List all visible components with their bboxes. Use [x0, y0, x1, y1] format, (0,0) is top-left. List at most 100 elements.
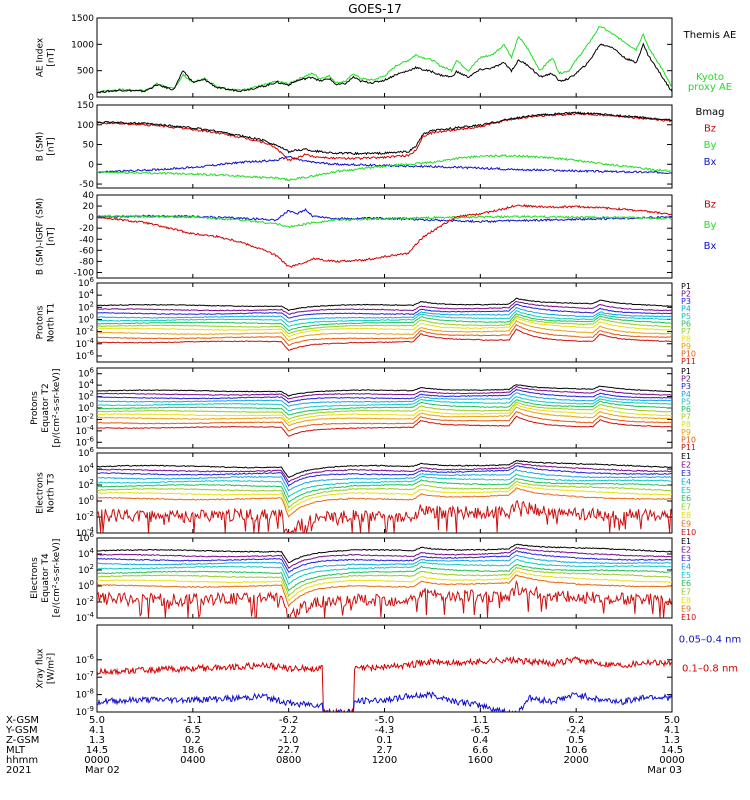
ylabel-pn-0: Protons	[36, 305, 46, 339]
xaxis-row-label-4: hhmm	[6, 755, 38, 766]
channel-line-pe-P3	[97, 388, 672, 404]
xaxis-value-4-0: 1.1	[472, 715, 488, 726]
legend-bigrf-1-0: By	[704, 220, 717, 231]
channel-label-pn-P11: P11	[681, 357, 696, 366]
ytick-label-pe-1: 10-4	[76, 424, 95, 437]
channel-label-ee-E3: E3	[681, 554, 691, 563]
panel-pn	[96, 282, 673, 363]
xaxis-value-6-5: Mar 03	[647, 765, 682, 776]
ytick-label-pe-4: 102	[78, 390, 94, 403]
panel-frame-bsm	[96, 104, 673, 189]
ytick-label-en-1: 10-2	[76, 510, 94, 523]
xaxis-value-5-1: -2.4	[566, 725, 586, 736]
channel-label-en-E4: E4	[681, 477, 691, 486]
xaxis-row-label-0: X-GSM	[6, 715, 39, 726]
channel-label-pn-P6: P6	[681, 320, 691, 329]
channel-line-en-E10	[97, 500, 672, 533]
series-line-ae-1	[97, 42, 672, 94]
channel-label-en-E8: E8	[681, 511, 691, 520]
panel-bsm	[96, 104, 673, 189]
ytick-label-bigrf-1: -80	[79, 257, 94, 267]
xaxis-value-3-3: 2.7	[377, 745, 393, 756]
channel-line-pn-P10	[97, 324, 672, 347]
xaxis-value-0-3: 14.5	[86, 745, 108, 756]
channel-label-pe-P10: P10	[681, 435, 696, 444]
channel-line-en-E8	[97, 484, 672, 513]
xaxis-value-6-3: 14.5	[661, 745, 683, 756]
ylabel-ee-1: Equator T4	[41, 553, 51, 603]
xaxis-value-2-1: 2.2	[281, 725, 297, 736]
ytick-label-bigrf-4: -20	[79, 224, 94, 234]
channel-line-pn-P5	[97, 310, 672, 327]
ytick-label-en-2: 100	[78, 494, 94, 507]
ytick-label-bsm-4: 150	[77, 101, 94, 111]
xaxis-value-2-4: 0800	[276, 755, 301, 766]
channel-line-en-E5	[97, 473, 672, 498]
series-line-ae-0	[97, 26, 672, 93]
ytick-label-en-3: 102	[78, 478, 94, 491]
series-line-bsm-3	[97, 111, 672, 156]
ytick-label-en-5: 106	[78, 446, 94, 459]
ytick-label-ee-0: 10-4	[76, 611, 95, 624]
xaxis-value-5-2: 0.5	[568, 735, 584, 746]
ytick-label-pn-5: 104	[78, 288, 94, 301]
channel-line-pn-P1	[97, 297, 672, 312]
channel-label-ee-E7: E7	[681, 588, 691, 597]
ytick-label-ee-2: 100	[78, 579, 94, 592]
channel-line-ee-E1	[97, 543, 672, 564]
ytick-label-ae-0: 0	[88, 93, 94, 103]
channel-line-en-E2	[97, 462, 672, 483]
ytick-label-bigrf-3: -40	[79, 235, 94, 245]
ylabel-bsm-1: [nT]	[47, 137, 57, 155]
xaxis-value-3-4: 1200	[372, 755, 397, 766]
legend-ae-0-0: Themis AE	[683, 30, 737, 41]
channel-label-pn-P3: P3	[681, 297, 691, 306]
ytick-label-en-4: 104	[78, 462, 94, 475]
channel-line-ee-E4	[97, 554, 672, 579]
panel-bigrf	[96, 194, 673, 279]
channel-label-pn-P10: P10	[681, 350, 696, 359]
channel-line-ee-E10	[97, 579, 672, 618]
ytick-label-pe-6: 106	[78, 367, 94, 380]
ytick-label-xray-3: 10-6	[76, 653, 95, 666]
channel-label-pn-P1: P1	[681, 282, 691, 291]
channel-label-ee-E1: E1	[681, 537, 691, 546]
xaxis-value-4-1: -6.5	[471, 725, 491, 736]
channel-line-en-E6	[97, 477, 672, 504]
xaxis-value-0-5: Mar 02	[85, 765, 120, 776]
legend-xray-1-0: 0.1–0.8 nm	[682, 663, 738, 674]
panel-pe	[96, 367, 673, 449]
ylabel-ae-1: [nT]	[47, 48, 57, 66]
xaxis-value-1-3: 18.6	[182, 745, 204, 756]
channel-label-pn-P7: P7	[681, 327, 691, 336]
plot-title: GOES-17	[348, 2, 402, 16]
ylabel-bigrf-0: B (SM)-IGRF (SM)	[36, 198, 46, 275]
channel-line-pn-P11	[97, 328, 672, 351]
channel-label-pe-P4: P4	[681, 390, 691, 399]
ytick-label-ee-3: 102	[78, 563, 94, 576]
channel-label-ee-E8: E8	[681, 596, 691, 605]
channel-label-en-E2: E2	[681, 460, 691, 469]
panel-ee	[96, 537, 673, 619]
series-line-bigrf-0	[97, 208, 672, 224]
series-line-bigrf-2	[97, 203, 672, 268]
ytick-label-pn-1: 10-4	[76, 337, 95, 350]
ytick-label-ae-2: 1000	[71, 40, 94, 50]
channel-line-pe-P10	[97, 410, 672, 432]
ylabel-ee-0: Electrons	[30, 557, 40, 599]
channel-label-pe-P8: P8	[681, 420, 691, 429]
channel-line-pe-P2	[97, 385, 672, 400]
ytick-label-bsm-2: 50	[83, 141, 95, 151]
xaxis-value-3-0: -5.0	[375, 715, 395, 726]
channel-label-pe-P6: P6	[681, 405, 691, 414]
channel-label-ee-E2: E2	[681, 545, 691, 554]
channel-label-en-E9: E9	[681, 520, 691, 529]
xaxis-value-5-4: 2000	[563, 755, 588, 766]
ytick-label-pn-6: 106	[78, 276, 94, 289]
ytick-label-xray-2: 10-7	[76, 670, 94, 683]
xaxis-value-6-4: 0000	[659, 755, 684, 766]
series-line-bsm-1	[97, 153, 672, 182]
ytick-label-pn-0: 10-6	[76, 349, 95, 362]
ylabel-xray-1: [W/m²]	[47, 653, 57, 684]
channel-line-pe-P7	[97, 401, 672, 420]
